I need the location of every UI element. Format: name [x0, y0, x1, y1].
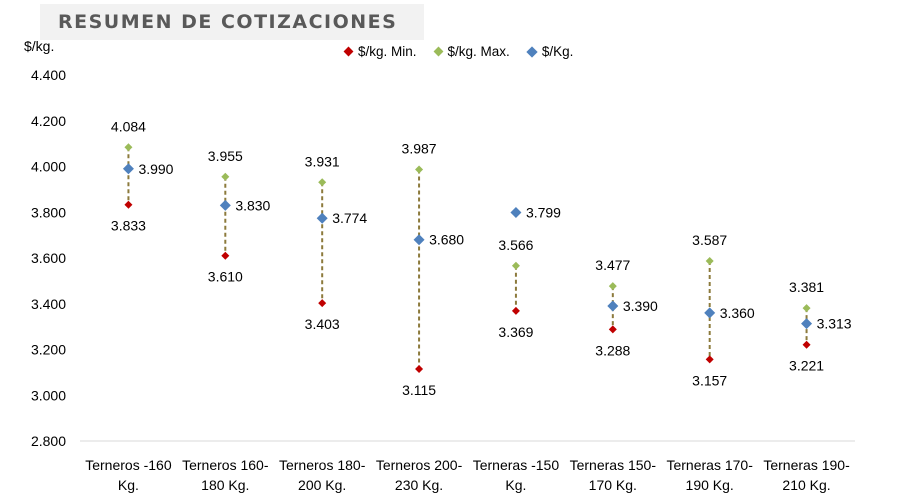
y-tick-label: 3.600	[31, 250, 66, 266]
y-tick-label: 2.800	[31, 433, 66, 449]
avg-data-label: 3.799	[526, 204, 561, 220]
min-data-label: 3.221	[789, 358, 824, 374]
legend-item-avg: $/Kg.	[526, 44, 574, 59]
legend-item-max: $/kg. Max.	[433, 44, 510, 59]
max-data-label: 3.381	[789, 279, 824, 295]
avg-data-label: 3.390	[623, 298, 658, 314]
avg-point	[510, 206, 522, 218]
avg-data-label: 3.990	[138, 161, 173, 177]
min-data-label: 3.157	[692, 372, 727, 388]
y-tick-label: 4.000	[31, 159, 66, 175]
avg-data-label: 3.774	[332, 210, 367, 226]
max-point	[221, 172, 230, 181]
min-data-label: 3.833	[111, 218, 146, 234]
min-data-label: 3.610	[208, 269, 243, 285]
y-axis-label: $/kg.	[24, 38, 55, 54]
max-data-label: 4.084	[111, 118, 146, 134]
x-tick-label: Terneras -150	[473, 457, 560, 473]
y-tick-label: 3.800	[31, 204, 66, 220]
x-tick-label: Kg.	[505, 477, 526, 493]
x-tick-label: 230 Kg.	[395, 477, 443, 493]
legend-item-min: $/kg. Min.	[343, 44, 417, 59]
min-data-label: 3.403	[305, 316, 340, 332]
avg-point	[413, 234, 425, 246]
min-point	[705, 355, 714, 364]
x-tick-label: Terneras 170-	[666, 457, 753, 473]
legend-label-avg: $/Kg.	[541, 44, 574, 59]
legend: $/kg. Min. $/kg. Max. $/Kg.	[343, 44, 574, 59]
y-tick-label: 3.200	[31, 342, 66, 358]
y-tick-label: 3.000	[31, 387, 66, 403]
max-data-label: 3.587	[692, 232, 727, 248]
avg-point	[219, 199, 231, 211]
x-tick-label: Kg.	[118, 477, 139, 493]
max-point	[415, 165, 424, 174]
min-data-label: 3.288	[595, 342, 630, 358]
title-bar	[40, 4, 424, 40]
avg-data-label: 3.680	[429, 232, 464, 248]
x-tick-label: Terneras 190-	[763, 457, 850, 473]
y-tick-label: 4.200	[31, 113, 66, 129]
min-point	[221, 251, 230, 260]
max-point	[124, 143, 133, 152]
y-tick-label: 3.400	[31, 296, 66, 312]
legend-label-min: $/kg. Min.	[358, 44, 417, 59]
min-point	[511, 306, 520, 315]
avg-point	[607, 300, 619, 312]
chart-title: RESUMEN DE COTIZACIONES	[58, 11, 398, 33]
min-data-label: 3.115	[402, 382, 436, 398]
avg-point	[704, 307, 716, 319]
legend-label-max: $/kg. Max.	[447, 44, 510, 59]
max-point	[705, 256, 714, 265]
x-tick-label: Terneros 200-	[376, 457, 463, 473]
min-point	[608, 325, 617, 334]
y-tick-label: 4.400	[31, 67, 66, 83]
x-tick-label: 190 Kg.	[686, 477, 734, 493]
x-tick-label: 180 Kg.	[201, 477, 249, 493]
min-point	[318, 299, 327, 308]
x-tick-label: Terneros -160	[85, 457, 172, 473]
min-point	[415, 364, 424, 373]
max-point	[608, 282, 617, 291]
x-tick-label: Terneras 150-	[570, 457, 657, 473]
min-point	[124, 200, 133, 209]
x-tick-label: 170 Kg.	[589, 477, 637, 493]
x-tick-label: Terneros 160-	[182, 457, 269, 473]
avg-data-label: 3.830	[235, 197, 270, 213]
max-data-label: 3.931	[305, 153, 340, 169]
avg-data-label: 3.360	[720, 305, 755, 321]
x-tick-label: Terneros 180-	[279, 457, 366, 473]
max-point	[318, 178, 327, 187]
x-tick-label: 200 Kg.	[298, 477, 346, 493]
avg-data-label: 3.313	[817, 316, 852, 332]
max-point	[802, 304, 811, 313]
max-data-label: 3.566	[498, 237, 533, 253]
avg-point	[801, 318, 813, 330]
max-point	[511, 261, 520, 270]
max-data-label: 3.955	[208, 148, 243, 164]
x-tick-label: 210 Kg.	[782, 477, 830, 493]
min-data-label: 3.369	[498, 324, 533, 340]
max-data-label: 3.477	[595, 257, 630, 273]
avg-point	[316, 212, 328, 224]
min-point	[802, 340, 811, 349]
max-data-label: 3.987	[402, 140, 437, 156]
avg-point	[122, 163, 134, 175]
